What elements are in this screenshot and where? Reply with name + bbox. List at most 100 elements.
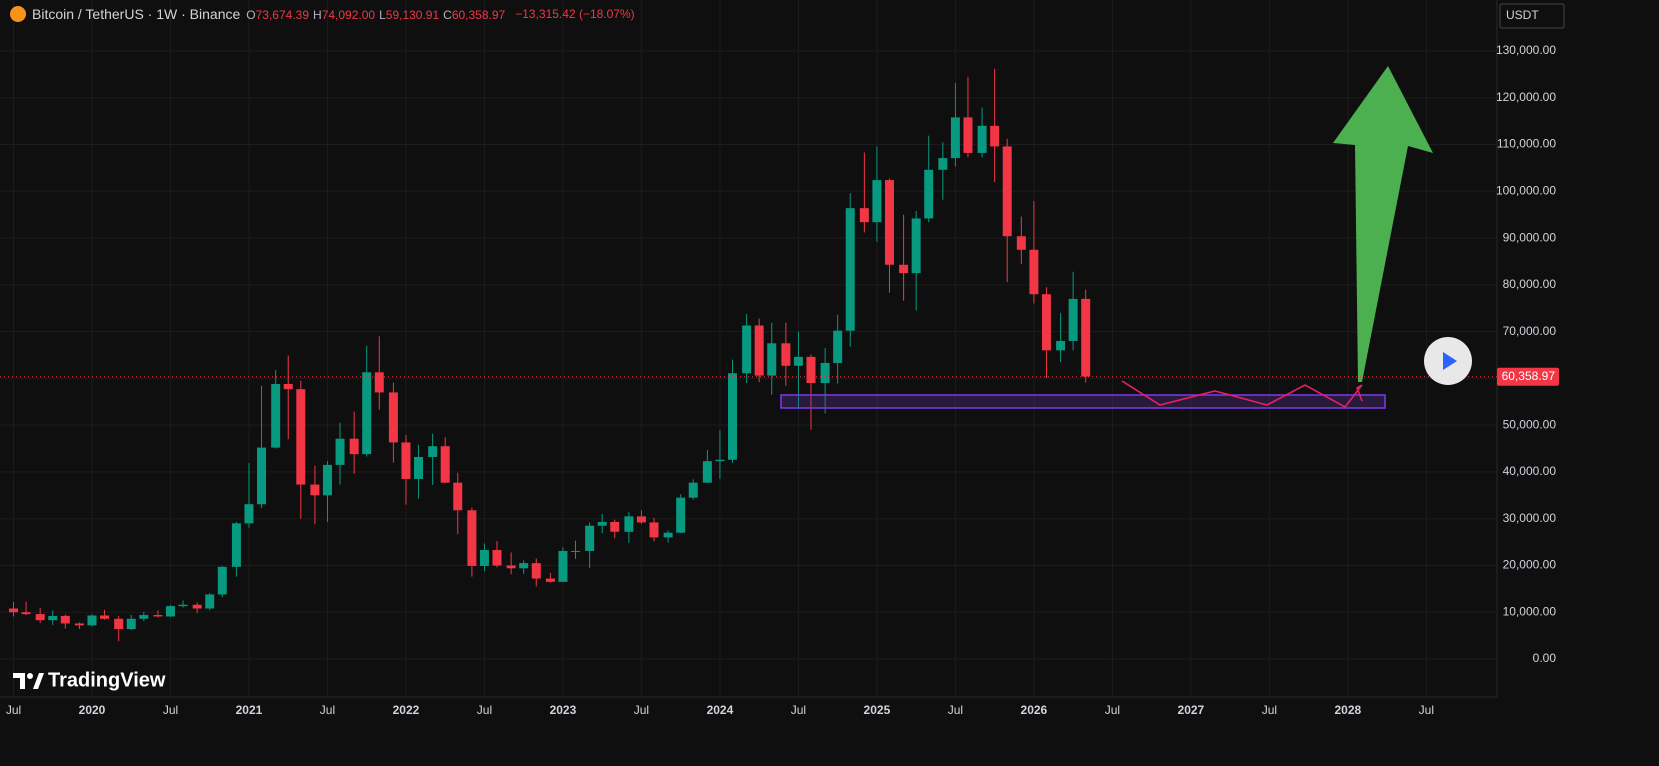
y-tick-label: 120,000.00 — [1496, 90, 1556, 104]
candle-body — [440, 446, 450, 483]
candle-body — [977, 125, 987, 153]
x-tick-label: Jul — [163, 703, 178, 717]
up-arrow — [1333, 66, 1433, 382]
y-tick-label: 40,000.00 — [1503, 464, 1557, 478]
x-tick-label: 2027 — [1178, 703, 1205, 717]
candle-body — [231, 523, 241, 567]
y-tick-label: 70,000.00 — [1503, 324, 1557, 338]
candle-body — [388, 392, 398, 443]
candle-body — [296, 389, 306, 485]
y-tick-label: 50,000.00 — [1503, 417, 1557, 431]
play-icon — [1443, 352, 1457, 370]
x-tick-label: 2021 — [236, 703, 263, 717]
x-tick-label: Jul — [1105, 703, 1120, 717]
x-tick-label: Jul — [320, 703, 335, 717]
logo-mark — [13, 673, 25, 689]
candle-body — [126, 618, 136, 630]
candle-body — [21, 612, 31, 615]
candle-body — [610, 521, 620, 532]
ohlc-readout: O73,674.39 H74,092.00 L59,130.91 C60,358.97 — [246, 6, 509, 22]
candle-body — [872, 180, 882, 223]
y-tick-label: 30,000.00 — [1503, 511, 1557, 525]
candle-body — [283, 383, 293, 390]
candle-body — [963, 117, 973, 153]
candle-body — [688, 482, 698, 498]
candle-body — [362, 372, 372, 455]
candle-body — [545, 578, 555, 582]
candle-body — [453, 482, 463, 511]
candle-body — [271, 383, 281, 448]
candle-body — [322, 464, 332, 496]
y-tick-label: 10,000.00 — [1503, 604, 1557, 618]
brand-name: TradingView — [48, 669, 166, 691]
x-tick-label: Jul — [948, 703, 963, 717]
brand-logo — [13, 673, 44, 689]
candle-body — [192, 604, 202, 609]
candle-body — [87, 615, 97, 626]
candle-body — [165, 606, 175, 617]
candle-body — [531, 563, 541, 579]
candle-body — [754, 325, 764, 376]
candle-body — [310, 484, 320, 496]
support-zone — [780, 394, 1386, 409]
currency-button[interactable] — [1499, 3, 1565, 29]
candle-body — [100, 615, 110, 619]
candle-body — [911, 218, 921, 274]
x-tick-label: 2020 — [79, 703, 106, 717]
candle-body — [990, 125, 1000, 147]
candle-body — [428, 446, 438, 457]
y-tick-label: 80,000.00 — [1503, 277, 1557, 291]
candle-body — [217, 566, 227, 595]
change-readout: −13,315.42 (−18.07%) — [515, 7, 635, 21]
candle-body — [845, 208, 855, 331]
x-tick-label: Jul — [6, 703, 21, 717]
candle-body — [820, 362, 830, 384]
candle-body — [467, 510, 477, 566]
candle-body — [859, 208, 869, 223]
candle-body — [479, 550, 489, 566]
x-tick-label: Jul — [791, 703, 806, 717]
candle-body — [153, 615, 163, 617]
x-tick-label: 2022 — [393, 703, 420, 717]
candle-body — [178, 604, 188, 607]
y-tick-label: 110,000.00 — [1497, 137, 1556, 151]
candle-body — [139, 615, 149, 619]
candle-body — [727, 373, 737, 460]
candle-body — [1002, 146, 1012, 237]
candle-body — [1041, 294, 1051, 351]
candle-body — [205, 594, 215, 609]
candle-body — [899, 264, 909, 274]
symbol-header: Bitcoin / TetherUS · 1W · Binance O73,67… — [10, 6, 635, 22]
ohlc-key: H — [313, 8, 322, 22]
candle-body — [492, 550, 502, 566]
x-tick-label: 2023 — [550, 703, 577, 717]
candle-body — [374, 372, 384, 393]
candle-body — [114, 618, 124, 630]
candle-body — [414, 456, 424, 479]
candle-body — [649, 522, 659, 538]
candle-body — [702, 461, 712, 483]
logo-slash — [33, 673, 44, 689]
candle-body — [558, 550, 568, 582]
ohlc-key: L — [379, 8, 386, 22]
x-tick-label: Jul — [477, 703, 492, 717]
candle-body — [519, 563, 529, 569]
y-tick-label: 20,000.00 — [1503, 558, 1557, 572]
candle-body — [1068, 298, 1078, 341]
last-price-label: 60,358.97 — [1502, 369, 1556, 383]
candle-body — [950, 117, 960, 159]
candle-body — [636, 516, 646, 523]
candles — [9, 68, 1091, 642]
candle-body — [401, 442, 411, 479]
candle-body — [663, 532, 673, 538]
candle-body — [1016, 236, 1026, 250]
candle-body — [349, 438, 359, 455]
x-tick-label: 2024 — [707, 703, 734, 717]
candle-body — [781, 343, 791, 366]
candle-body — [884, 180, 894, 265]
candle-body — [1081, 298, 1091, 377]
axes: 0.00 10,000.00 20,000.00 30,000.00 40,000.00… — [0, 43, 1559, 717]
coin-icon — [10, 6, 26, 22]
candle-body — [35, 614, 45, 621]
y-tick-label: 100,000.00 — [1496, 183, 1556, 197]
